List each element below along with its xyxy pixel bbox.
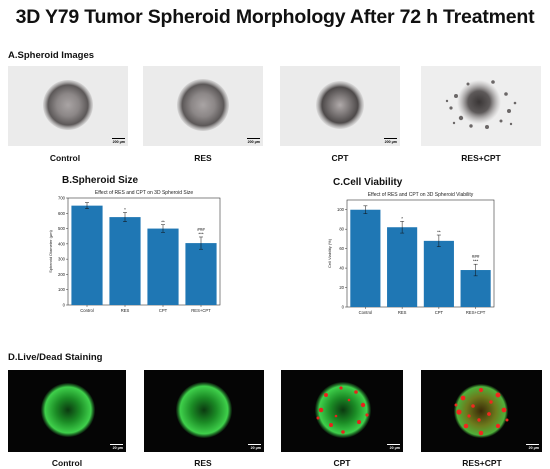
spheroid-res-graphic: [177, 79, 229, 131]
live-dead-cpt-graphic: [315, 382, 371, 438]
plot-frame: [346, 199, 495, 308]
bar: [423, 240, 454, 307]
x-tick-label: RES+CPT: [466, 310, 486, 315]
significance-label: ###: [197, 227, 205, 232]
y-tick-label: 700: [58, 196, 66, 201]
y-tick-label: 500: [58, 226, 66, 231]
scale-bar: [110, 444, 123, 445]
bar: [185, 243, 217, 305]
section-a-label: A.Spheroid Images: [8, 50, 95, 61]
y-axis-label: Spheroid Diameter (μm): [48, 229, 53, 272]
y-tick-label: 0: [63, 303, 66, 308]
bar: [109, 217, 141, 305]
y-tick-label: 20: [339, 285, 344, 290]
y-tick-label: 400: [58, 241, 66, 246]
spheroid-size-chart: Effect of RES and CPT on 3D Spheroid Siz…: [48, 190, 221, 313]
image-label-control: Control: [49, 153, 81, 163]
live-dead-image-res-cpt: 20 μm: [421, 370, 542, 452]
significance-label: ###: [472, 254, 480, 259]
live-dead-image-cpt: 20 μm: [281, 370, 403, 452]
bar: [460, 270, 491, 307]
y-tick-label: 0: [342, 305, 345, 310]
scale-text: 20 μm: [250, 446, 261, 450]
x-tick-label: Control: [359, 310, 373, 315]
section-b-label: B.Spheroid Size: [62, 175, 139, 186]
plot-frame: [67, 197, 221, 306]
section-d-label: D.Live/Dead Staining: [8, 352, 103, 363]
significance-label: ***: [473, 259, 479, 264]
y-tick-label: 40: [339, 266, 344, 271]
y-tick-label: 100: [337, 207, 345, 212]
x-tick-label: CPT: [159, 308, 168, 313]
spheroid-cpt-graphic: [316, 81, 364, 129]
spheroid-res-cpt-graphic: [445, 80, 517, 129]
scale-bar: [247, 138, 260, 139]
spheroid-image-control: 200 μm: [8, 66, 128, 146]
significance-label: ***: [198, 231, 204, 236]
image-label-cpt: CPT: [331, 153, 349, 163]
significance-label: *: [124, 207, 126, 212]
scale-bar: [387, 444, 400, 445]
chart-title: Effect of RES and CPT on 3D Spheroid Via…: [368, 192, 474, 198]
scale-bar: [248, 444, 261, 445]
y-tick-label: 200: [58, 272, 66, 277]
live-dead-res-cpt-graphic: [454, 384, 509, 438]
live-dead-control-graphic: [41, 383, 95, 437]
scale-bar: [112, 138, 125, 139]
bar: [147, 228, 179, 305]
significance-label: **: [437, 230, 441, 235]
live-dead-image-res: 20 μm: [144, 370, 264, 452]
figure-title: 3D Y79 Tumor Spheroid Morphology After 7…: [15, 6, 535, 28]
spheroid-image-res-cpt: [421, 66, 541, 146]
scale-text: 20 μm: [528, 446, 539, 450]
spheroid-image-cpt: 200 μm: [280, 66, 400, 146]
staining-label-res: RES: [194, 458, 212, 468]
significance-label: *: [401, 216, 403, 221]
scale-text: 200 μm: [384, 140, 397, 144]
scale-text: 200 μm: [247, 140, 260, 144]
live-dead-image-control: 20 μm: [8, 370, 126, 452]
staining-label-cpt: CPT: [333, 458, 351, 468]
spheroid-control-graphic: [43, 80, 93, 130]
y-tick-label: 100: [58, 287, 66, 292]
scale-bar: [384, 138, 397, 139]
spheroid-image-res: 200 μm: [143, 66, 263, 146]
bar: [387, 227, 418, 307]
scale-bar: [526, 444, 539, 445]
y-tick-label: 300: [58, 257, 66, 262]
x-tick-label: RES: [398, 310, 407, 315]
image-label-res-cpt: RES+CPT: [461, 153, 501, 163]
y-tick-label: 60: [339, 246, 344, 251]
significance-label: **: [161, 219, 165, 224]
section-c-label: C.Cell Viability: [333, 177, 403, 188]
x-tick-label: Control: [80, 308, 94, 313]
staining-label-control: Control: [51, 458, 83, 468]
chart-title: Effect of RES and CPT on 3D Spheroid Siz…: [95, 190, 193, 196]
y-tick-label: 600: [58, 211, 66, 216]
image-label-res: RES: [194, 153, 212, 163]
bar: [350, 209, 381, 307]
y-axis-label: Cell Viability (%): [327, 238, 332, 268]
scale-text: 20 μm: [112, 446, 123, 450]
x-tick-label: RES: [121, 308, 130, 313]
live-dead-res-graphic: [176, 382, 232, 438]
bar: [71, 205, 103, 305]
x-tick-label: CPT: [435, 310, 444, 315]
y-tick-label: 80: [339, 227, 344, 232]
cell-viability-chart: Effect of RES and CPT on 3D Spheroid Via…: [327, 192, 495, 315]
scale-text: 200 μm: [112, 140, 125, 144]
x-tick-label: RES+CPT: [191, 308, 211, 313]
scale-text: 20 μm: [389, 446, 400, 450]
staining-label-res-cpt: RES+CPT: [462, 458, 502, 468]
